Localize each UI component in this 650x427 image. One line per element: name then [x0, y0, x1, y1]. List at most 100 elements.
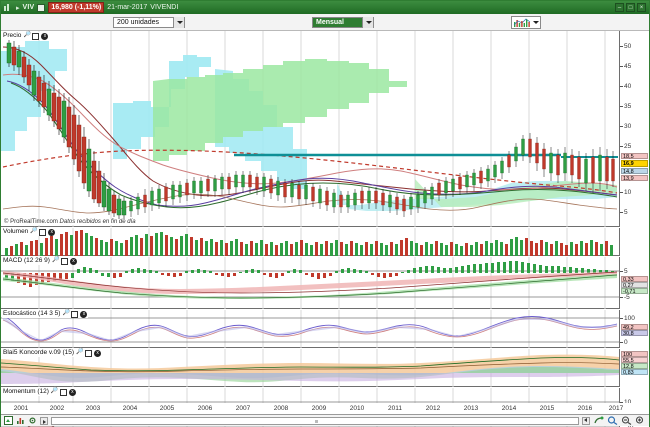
price-change-badge: 16,980 (-1,11%) [48, 2, 105, 13]
price-tick-10: 10 [624, 189, 632, 196]
units-select-value: 200 unidades [117, 19, 160, 26]
maximize-button[interactable]: □ [626, 3, 635, 12]
close-icon[interactable] [69, 257, 77, 265]
price-plot[interactable]: Precio © ProRealTime.com Datos recibidos… [1, 31, 619, 227]
stoch-tag-k: 49,2 [621, 324, 648, 331]
pan-icon[interactable] [593, 416, 604, 425]
chart-style-button[interactable] [511, 16, 541, 29]
price-tag-upper: 18,5 [621, 153, 648, 160]
panel-label-volume[interactable]: Volumen [2, 227, 57, 236]
koncorde-axis[interactable]: 100 55,5 12,8 0,83 [619, 349, 649, 387]
panel-title-volume: Volumen [3, 228, 29, 235]
units-select[interactable]: 200 unidades [113, 17, 185, 28]
year-2001: 2001 [13, 405, 29, 412]
macd-signal-line [2, 274, 618, 299]
close-icon[interactable] [41, 32, 49, 40]
koncorde-tag-2: 55,5 [621, 357, 648, 364]
chevron-down-icon[interactable] [173, 17, 184, 28]
price-tick-25: 25 [624, 143, 632, 150]
zoom-icon[interactable] [76, 348, 83, 357]
macd-plot-svg [1, 257, 619, 309]
window-icon[interactable] [32, 32, 40, 40]
year-2002: 2002 [49, 405, 65, 412]
timeframe-select-value: Mensual [316, 19, 345, 26]
indicator-icon[interactable] [16, 416, 25, 425]
panel-label-momentum[interactable]: Momentum (12) [2, 387, 77, 396]
volume-plot-svg [5, 228, 613, 256]
panel-title-koncorde: Blai5 Koncorde v.09 (15) [3, 349, 75, 356]
chevron-down-icon[interactable] [362, 17, 373, 28]
stochastic-plot[interactable]: Estocástico (14 3 5) [1, 309, 619, 348]
scroll-right-button[interactable] [582, 416, 590, 425]
expand-arrow-icon[interactable]: ▸ [16, 4, 20, 12]
close-icon[interactable] [68, 388, 76, 396]
koncorde-plot-svg [1, 349, 619, 387]
zoom-out-icon[interactable] [621, 416, 632, 425]
window-icon[interactable] [60, 257, 68, 265]
export-icon[interactable] [4, 416, 13, 425]
koncorde-tag-100: 100 [621, 351, 648, 358]
panel-label-price[interactable]: Precio [2, 31, 50, 40]
scroll-left-button[interactable] [40, 416, 48, 425]
macd-tag-3: -0,71 [621, 288, 648, 295]
window-icon[interactable] [39, 228, 47, 236]
window-icon[interactable] [85, 349, 93, 357]
close-icon[interactable] [94, 349, 102, 357]
panel-label-stochastic[interactable]: Estocástico (14 3 5) [2, 309, 89, 318]
chart-style-icon [513, 18, 531, 28]
scrollbar-thumb[interactable] [315, 419, 318, 423]
macd-pink-band [3, 271, 617, 294]
symbol-label: VIV [22, 4, 35, 11]
window-icon[interactable] [59, 388, 67, 396]
price-tag-lowest: 13,9 [621, 175, 648, 182]
panel-label-koncorde[interactable]: Blai5 Koncorde v.09 (15) [2, 348, 103, 357]
price-tick-30: 30 [624, 123, 632, 130]
koncorde-plot[interactable]: Blai5 Koncorde v.09 (15) [1, 348, 619, 387]
zoom-icon[interactable] [62, 309, 69, 318]
year-2017: 2017 [608, 405, 624, 412]
zoom-icon[interactable] [51, 387, 58, 396]
year-2009: 2009 [311, 405, 327, 412]
stochastic-axis[interactable]: 100 0 49,2 30,8 [619, 310, 649, 348]
price-tick-5: 5 [624, 209, 628, 216]
quote-date-label: 21-mar-2017 [107, 4, 148, 11]
year-2005: 2005 [159, 405, 175, 412]
macd-line [2, 271, 618, 294]
horizontal-scrollbar[interactable] [51, 416, 579, 425]
window-icon[interactable] [71, 310, 79, 318]
volume-axis[interactable] [619, 228, 649, 256]
zoom-select-icon[interactable] [607, 416, 618, 425]
window-titlebar: ▸ VIV 16,980 (-1,11%) 21-mar-2017 VIVEND… [1, 1, 649, 14]
close-button[interactable]: × [637, 3, 646, 12]
macd-axis[interactable]: 5 -5 0,33 0,27 -0,71 [619, 257, 649, 309]
koncorde-tag-4: 0,83 [621, 369, 648, 376]
chevron-down-icon[interactable] [533, 21, 539, 24]
year-2004: 2004 [122, 405, 138, 412]
price-tick-35: 35 [624, 103, 632, 110]
zoom-icon[interactable] [52, 256, 59, 265]
volume-plot[interactable]: Volumen [1, 227, 619, 256]
price-axis[interactable]: 50 45 40 35 30 25 10 5 18,5 16,9 14,8 13… [619, 31, 649, 227]
zoom-icon[interactable] [23, 31, 30, 40]
macd-plot[interactable]: MACD (12 26 9) [1, 256, 619, 309]
panel-label-macd[interactable]: MACD (12 26 9) [2, 256, 78, 265]
close-icon[interactable] [48, 228, 56, 236]
year-2013: 2013 [463, 405, 479, 412]
macd-tag-1: 0,33 [621, 276, 648, 283]
zoom-in-icon[interactable] [635, 416, 646, 425]
minimize-button[interactable]: – [615, 3, 624, 12]
copyright-prefix: © ProRealTime.com [4, 219, 60, 225]
timeframe-select[interactable]: Mensual [312, 17, 374, 28]
chart-canvas[interactable]: Precio © ProRealTime.com Datos recibidos… [1, 31, 649, 427]
close-icon[interactable] [80, 310, 88, 318]
window-icon[interactable] [37, 3, 46, 12]
time-axis[interactable]: 2001 2002 2003 2004 2005 2006 2007 2008 … [1, 403, 649, 415]
lower-band-line [2, 193, 618, 214]
price-tick-50: 50 [624, 43, 632, 50]
koncorde-purple-area [1, 373, 619, 384]
settings-icon[interactable] [28, 416, 37, 425]
copyright-notice: © ProRealTime.com Datos recibidos en fin… [3, 219, 137, 225]
zoom-icon[interactable] [30, 227, 37, 236]
koncorde-brown-line [1, 362, 619, 373]
macd-tick-neg5: -5 [624, 294, 630, 301]
